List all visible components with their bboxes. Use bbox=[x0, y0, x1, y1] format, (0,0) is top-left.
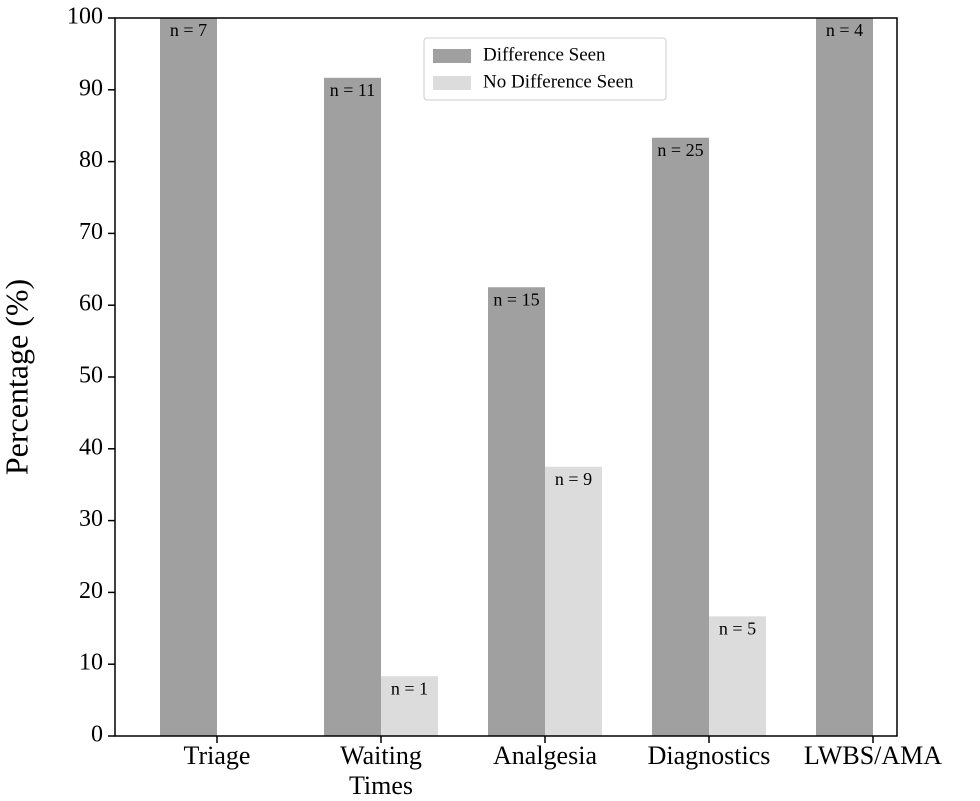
y-tick-label: 90 bbox=[79, 75, 103, 101]
bar bbox=[381, 676, 438, 736]
y-axis-label: Percentage (%) bbox=[0, 279, 34, 475]
x-tick-label-line: Waiting bbox=[340, 741, 422, 770]
bar bbox=[652, 137, 709, 736]
data-label: n = 9 bbox=[555, 469, 592, 489]
y-tick-label: 40 bbox=[79, 434, 103, 460]
x-tick-label: LWBS/AMA bbox=[804, 741, 942, 770]
y-tick-label: 70 bbox=[79, 219, 103, 245]
y-tick-label: 20 bbox=[79, 578, 103, 604]
y-tick-label: 80 bbox=[79, 147, 103, 173]
y-tick-label: 0 bbox=[91, 722, 103, 748]
bar bbox=[816, 18, 873, 736]
legend-label: Difference Seen bbox=[483, 44, 606, 65]
x-tick-label: Analgesia bbox=[493, 741, 597, 770]
data-label: n = 5 bbox=[719, 618, 756, 638]
x-tick-label-line: Times bbox=[349, 771, 413, 800]
y-tick-label: 30 bbox=[79, 506, 103, 532]
legend-box bbox=[423, 37, 667, 101]
bar bbox=[324, 77, 381, 737]
legend-swatch bbox=[433, 49, 471, 63]
bar bbox=[488, 287, 545, 736]
y-tick-label: 60 bbox=[79, 291, 103, 317]
data-label: n = 15 bbox=[493, 289, 539, 309]
y-tick-label: 100 bbox=[67, 4, 103, 30]
data-label: n = 4 bbox=[826, 20, 863, 40]
plot-frame bbox=[114, 17, 898, 737]
data-label: n = 1 bbox=[391, 678, 428, 698]
x-tick-label: Waiting Times bbox=[340, 741, 422, 800]
data-label: n = 25 bbox=[657, 140, 703, 160]
data-label: n = 7 bbox=[170, 20, 207, 40]
bar bbox=[545, 466, 602, 736]
legend-swatch bbox=[433, 76, 471, 90]
bar bbox=[709, 616, 766, 736]
y-tick-label: 10 bbox=[79, 650, 103, 676]
y-tick-label: 50 bbox=[79, 363, 103, 389]
data-label: n = 11 bbox=[330, 80, 375, 100]
x-tick-label: Triage bbox=[184, 741, 251, 770]
legend-label: No Difference Seen bbox=[483, 71, 634, 92]
bar bbox=[160, 18, 217, 736]
x-tick-label: Diagnostics bbox=[648, 741, 771, 770]
